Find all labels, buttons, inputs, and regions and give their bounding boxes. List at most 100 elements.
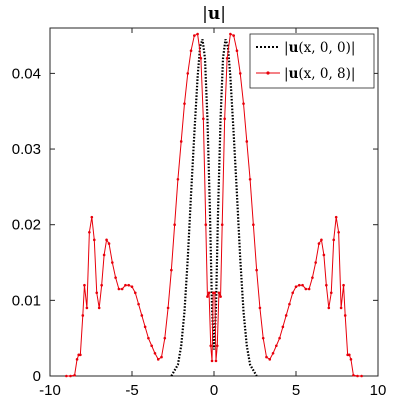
series-1-point	[219, 295, 222, 298]
series-1-point	[160, 355, 163, 359]
x-tick-label: 0	[210, 382, 218, 399]
series-1-point	[217, 291, 221, 295]
series-1-point	[339, 306, 343, 310]
series-1-point	[210, 359, 214, 363]
series-1-point	[65, 374, 68, 378]
series-1-point	[130, 285, 134, 289]
series-1-point	[225, 56, 229, 60]
series-1-point	[163, 336, 167, 340]
series-1-point	[275, 344, 278, 348]
series-1-point	[238, 72, 242, 75]
tick-labels: -10 -5 0 5 10 0 0.01 0.02 0.03 0.04	[12, 65, 387, 399]
series-1-point	[223, 117, 226, 121]
series-1-point	[352, 373, 355, 377]
x-tick-label: 5	[292, 382, 300, 399]
series-1-point	[73, 373, 76, 377]
series-1-point	[261, 336, 265, 340]
legend: |u(x, 0, 0)| |u(x, 0, 8)|	[249, 33, 375, 89]
series-1-point	[297, 283, 301, 287]
series-1-point	[314, 261, 317, 264]
legend-label-series-1: |u(x, 0, 8)|	[284, 66, 355, 82]
series-1-point	[206, 295, 209, 298]
series-1-point	[124, 283, 127, 287]
series-1-point	[186, 72, 190, 75]
series-1-point	[133, 291, 137, 295]
series-1-point	[140, 314, 144, 317]
series-1-point	[176, 178, 180, 181]
series-1-point	[69, 374, 72, 378]
series-1-point	[105, 238, 108, 242]
series-1-point	[166, 306, 170, 310]
series-1-point	[232, 34, 235, 37]
series-1-point	[332, 238, 336, 242]
series-1-point	[337, 230, 340, 234]
series-1-point	[343, 314, 347, 317]
axis-ticks	[49, 28, 379, 377]
series-1-point	[334, 215, 338, 219]
series-1-point	[147, 336, 150, 340]
series-1-point	[304, 287, 308, 291]
series-1-point	[320, 238, 323, 242]
series-1-point	[83, 283, 86, 287]
series-1-point	[317, 242, 321, 245]
series-1-point	[248, 178, 252, 181]
series-1-point	[322, 253, 326, 257]
series-1-point	[97, 306, 101, 310]
series-1-point	[220, 223, 224, 226]
series-1-point	[196, 32, 199, 36]
series-1-point	[329, 291, 333, 295]
series-1-point	[183, 102, 186, 105]
series-1-point	[102, 253, 106, 257]
series-1-point	[199, 56, 203, 60]
series-1-point	[85, 306, 89, 310]
y-tick-label: 0.04	[12, 65, 41, 82]
y-tick-label: 0.01	[12, 292, 41, 309]
series-1-point	[268, 358, 272, 361]
series-1-point	[255, 268, 258, 272]
series-1-point	[173, 223, 176, 226]
series-1-point	[150, 344, 153, 348]
series-1-point	[213, 291, 217, 295]
series-1-point	[291, 291, 295, 295]
series-1-point	[143, 325, 147, 329]
series-1-point	[235, 49, 239, 52]
chart-title: |u|	[202, 4, 226, 24]
series-1-point	[189, 49, 193, 52]
series-1-point	[120, 287, 124, 291]
series-1-point	[252, 223, 255, 226]
series-1-point	[215, 344, 219, 348]
series-1-point	[193, 34, 196, 37]
series-1-point	[284, 314, 288, 317]
series-group	[65, 32, 363, 378]
series-1-point	[265, 355, 268, 359]
series-1-point	[179, 140, 183, 143]
series-1-point	[79, 353, 82, 357]
series-1-point	[294, 285, 298, 289]
series-1-point	[271, 352, 275, 355]
series-1-point	[214, 359, 218, 363]
series-1-point	[88, 230, 91, 234]
series-1-point	[209, 344, 213, 348]
series-line-0	[170, 39, 258, 377]
series-1-point	[92, 238, 96, 242]
series-1-point	[360, 374, 363, 378]
legend-marker-series-1	[266, 71, 270, 75]
series-1-point	[117, 287, 121, 291]
series-1-point	[229, 32, 232, 36]
series-1-point	[114, 276, 117, 279]
series-1-point	[204, 223, 208, 226]
series-1-point	[107, 242, 111, 245]
y-tick-label: 0	[33, 368, 41, 385]
series-1-point	[325, 283, 328, 287]
series-1-point	[75, 358, 79, 361]
series-1-point	[95, 291, 99, 295]
series-1-point	[137, 302, 140, 306]
series-1-point	[100, 283, 103, 287]
x-tick-label: -5	[125, 382, 138, 399]
legend-label-series-0: |u(x, 0, 0)|	[284, 40, 355, 56]
series-1-point	[307, 287, 311, 291]
series-1-point	[278, 336, 281, 340]
series-1-point	[301, 283, 304, 287]
series-1-point	[170, 268, 173, 272]
